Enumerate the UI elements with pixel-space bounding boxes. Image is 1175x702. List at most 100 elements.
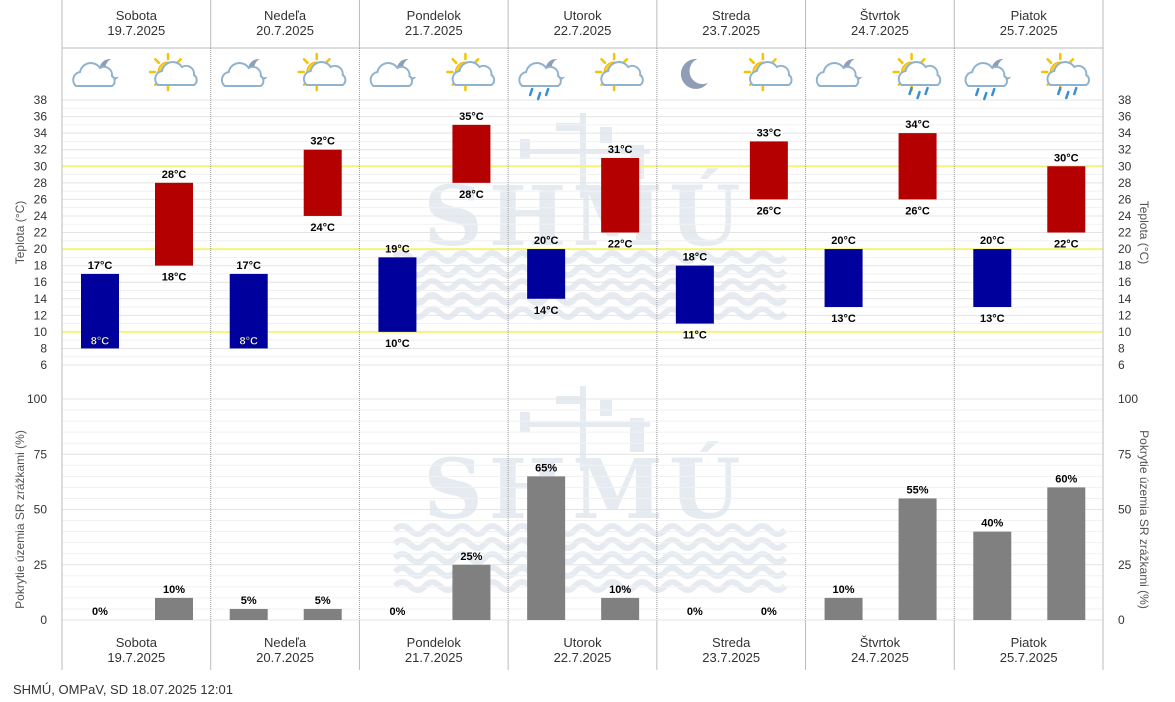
day-name-footer: Nedeľa xyxy=(264,635,307,650)
day-date-footer: 20.7.2025 xyxy=(256,650,314,665)
temp-bar-deň xyxy=(452,124,491,183)
temp-max-label: 20°C xyxy=(831,235,856,247)
y-tick-label-left: 32 xyxy=(34,143,48,157)
y-tick-label-right: 24 xyxy=(1118,209,1132,223)
temp-bar-noc xyxy=(675,265,714,324)
y-tick-label-left: 24 xyxy=(34,209,48,223)
temp-bar-deň xyxy=(303,149,342,216)
temp-max-label: 34°C xyxy=(905,119,930,131)
precip-bar-deň xyxy=(303,608,342,620)
day-date-header: 20.7.2025 xyxy=(256,23,314,38)
cloud-shape xyxy=(964,62,1008,87)
precip-value-label: 0% xyxy=(687,606,703,618)
precip-tick-label-right: 75 xyxy=(1118,447,1132,461)
temp-min-label: 28°C xyxy=(459,189,484,201)
y-tick-label-left: 14 xyxy=(34,292,48,306)
day-date-footer: 23.7.2025 xyxy=(702,650,760,665)
watermark-cup xyxy=(600,400,612,416)
precip-axis-title-left: Pokrytie územia SR zrážkami (%) xyxy=(13,430,27,609)
y-tick-label-left: 16 xyxy=(34,275,48,289)
watermark-wave xyxy=(392,551,788,565)
rain-drop xyxy=(916,90,921,100)
precip-value-label: 40% xyxy=(981,518,1003,530)
watermark-text: SHMÚ xyxy=(424,441,747,538)
sun-ray xyxy=(748,58,755,65)
precip-value-label: 5% xyxy=(241,595,257,607)
watermark-wave xyxy=(392,537,788,551)
day-date-footer: 21.7.2025 xyxy=(405,650,463,665)
rain-drop xyxy=(924,86,929,96)
temp-max-label: 33°C xyxy=(757,127,782,139)
y-tick-label-left: 12 xyxy=(34,308,48,322)
y-tick-label-left: 22 xyxy=(34,226,48,240)
sun-ray xyxy=(897,58,904,65)
temp-max-label: 20°C xyxy=(980,235,1005,247)
temp-max-label: 28°C xyxy=(162,169,187,181)
y-tick-label-right: 8 xyxy=(1118,341,1125,355)
temp-min-label: 11°C xyxy=(683,330,707,342)
temp-max-label: 35°C xyxy=(459,111,484,123)
y-tick-label-right: 18 xyxy=(1118,259,1132,273)
temp-max-label: 17°C xyxy=(88,260,113,272)
sun-ray xyxy=(302,58,309,65)
temp-bar-deň xyxy=(1047,166,1086,233)
watermark-arm xyxy=(520,149,650,154)
temp-min-label: 8°C xyxy=(239,335,258,347)
rain-drop xyxy=(1065,90,1070,100)
watermark-arm-end xyxy=(520,412,530,432)
y-tick-label-left: 8 xyxy=(40,341,47,355)
cloud-shape xyxy=(302,61,347,86)
day-date-header: 21.7.2025 xyxy=(405,23,463,38)
day-name-header: Nedeľa xyxy=(264,8,307,23)
y-tick-label-right: 16 xyxy=(1118,275,1132,289)
precip-bar-noc xyxy=(527,476,566,620)
temp-max-label: 31°C xyxy=(608,144,633,156)
cloud-moon-icon xyxy=(72,58,119,87)
cloud-shape xyxy=(220,62,265,87)
y-tick-label-right: 34 xyxy=(1118,126,1132,140)
sun-ray xyxy=(1046,58,1053,65)
rain-drop xyxy=(991,87,996,97)
day-date-header: 23.7.2025 xyxy=(702,23,760,38)
watermark-wave xyxy=(392,306,788,320)
rain-drop xyxy=(983,91,988,101)
moon-icon xyxy=(680,58,708,89)
temp-min-label: 26°C xyxy=(905,205,930,217)
sun-cloud-icon xyxy=(594,52,644,92)
temp-min-label: 14°C xyxy=(534,305,559,317)
y-tick-label-right: 12 xyxy=(1118,308,1132,322)
temp-bar-deň xyxy=(749,141,788,200)
moon-shape xyxy=(680,58,708,89)
temp-max-label: 19°C xyxy=(385,243,410,255)
day-date-header: 22.7.2025 xyxy=(554,23,612,38)
y-tick-label-left: 10 xyxy=(34,325,48,339)
day-name-footer: Sobota xyxy=(116,635,158,650)
y-tick-label-right: 30 xyxy=(1118,159,1132,173)
day-name-header: Utorok xyxy=(563,8,602,23)
watermark-mast xyxy=(580,386,586,471)
rain-drop xyxy=(528,87,534,97)
y-tick-label-left: 34 xyxy=(34,126,48,140)
day-date-header: 24.7.2025 xyxy=(851,23,909,38)
watermark-vane xyxy=(556,123,586,131)
y-tick-label-right: 32 xyxy=(1118,143,1132,157)
rain-cloud-moon-icon xyxy=(518,58,566,101)
cloud-shape xyxy=(518,62,562,87)
temp-bar-deň xyxy=(601,157,640,233)
temp-bar-noc xyxy=(973,249,1012,308)
precip-value-label: 10% xyxy=(609,584,631,596)
watermark-cup xyxy=(600,127,612,143)
temp-max-label: 18°C xyxy=(683,252,708,264)
cloud-shape xyxy=(749,61,793,86)
y-tick-label-right: 6 xyxy=(1118,358,1125,372)
day-name-footer: Piatok xyxy=(1011,635,1048,650)
precip-bar-noc xyxy=(229,608,268,620)
precip-bar-deň xyxy=(898,498,937,620)
cloud-shape xyxy=(1046,61,1090,86)
sun-ray xyxy=(451,58,458,65)
temp-min-label: 22°C xyxy=(1054,239,1079,251)
precip-value-label: 65% xyxy=(535,462,557,474)
day-name-header: Sobota xyxy=(116,8,158,23)
y-tick-label-right: 14 xyxy=(1118,292,1132,306)
